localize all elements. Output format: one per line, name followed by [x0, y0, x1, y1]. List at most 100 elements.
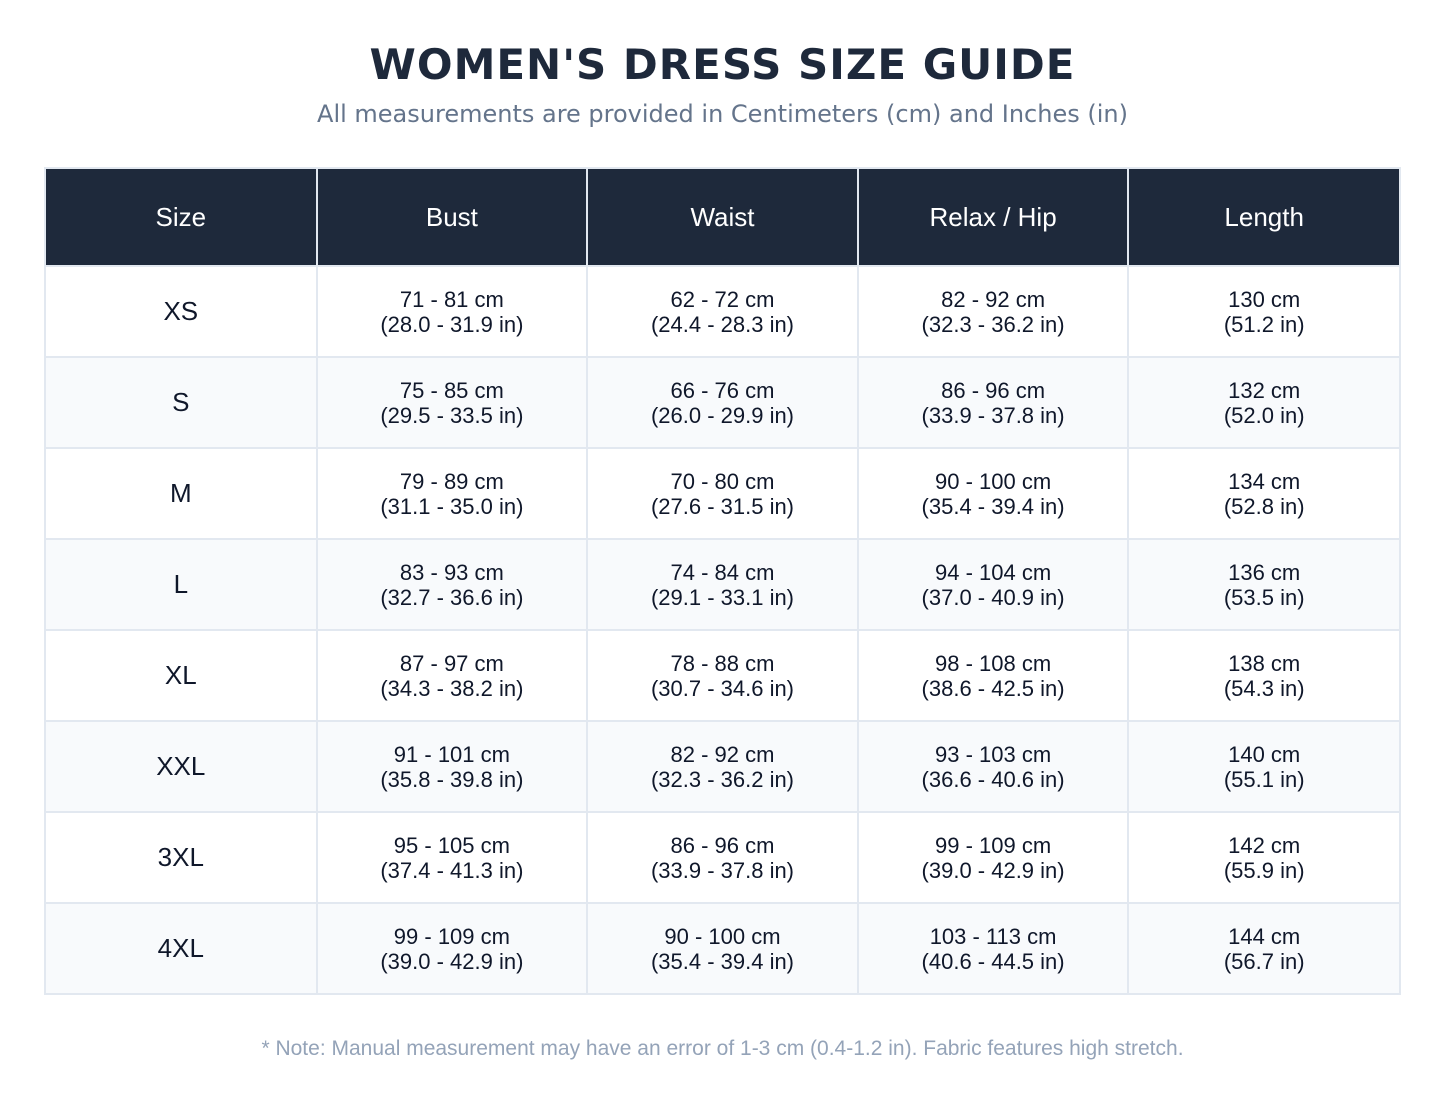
bust-cell: 75 - 85 cm (29.5 - 33.5 in)	[315, 356, 588, 448]
table-row: XS 71 - 81 cm (28.0 - 31.9 in) 62 - 72 cm (2…	[46, 265, 1399, 357]
length-cm-value: 132 cm	[1228, 377, 1301, 403]
waist-cell: 86 - 96 cm (33.9 - 37.8 in)	[586, 811, 858, 903]
hip-cell: 99 - 109 cm (39.0 - 42.9 in)	[856, 811, 1129, 903]
bust-cell: 91 - 101 cm (35.8 - 39.8 in)	[315, 720, 588, 812]
length-cm-value: 136 cm	[1228, 559, 1301, 585]
length-cell: 140 cm (55.1 in)	[1127, 720, 1399, 812]
bust-cell: 87 - 97 cm (34.3 - 38.2 in)	[315, 629, 588, 721]
waist-in-value: (32.3 - 36.2 in)	[650, 766, 795, 792]
waist-cm-value: 90 - 100 cm	[664, 923, 781, 949]
length-cm-value: 144 cm	[1228, 923, 1301, 949]
hip-in-value: (32.3 - 36.2 in)	[921, 311, 1065, 337]
hip-cm-value: 98 - 108 cm	[934, 650, 1052, 676]
length-in-value: (52.0 in)	[1223, 402, 1305, 428]
hip-cell: 103 - 113 cm (40.6 - 44.5 in)	[856, 902, 1129, 993]
header-bust: Bust	[315, 169, 588, 266]
bust-cm-value: 99 - 109 cm	[393, 923, 510, 949]
length-cm-value: 140 cm	[1228, 741, 1301, 767]
table-header-row: Size Bust Waist Relax / Hip Length	[46, 169, 1399, 266]
bust-in-value: (35.8 - 39.8 in)	[380, 766, 524, 792]
waist-cell: 78 - 88 cm (30.7 - 34.6 in)	[586, 629, 858, 721]
table-row: 3XL 95 - 105 cm (37.4 - 41.3 in) 86 - 96 cm…	[46, 811, 1399, 903]
hip-cm-value: 90 - 100 cm	[934, 468, 1052, 494]
length-cell: 134 cm (52.8 in)	[1127, 447, 1399, 539]
hip-cell: 86 - 96 cm (33.9 - 37.8 in)	[856, 356, 1129, 448]
bust-in-value: (31.1 - 35.0 in)	[380, 493, 524, 519]
bust-cell: 83 - 93 cm (32.7 - 36.6 in)	[315, 538, 588, 630]
hip-in-value: (39.0 - 42.9 in)	[921, 857, 1065, 883]
table-row: XXL 91 - 101 cm (35.8 - 39.8 in) 82 - 92 cm…	[46, 720, 1399, 812]
hip-cell: 82 - 92 cm (32.3 - 36.2 in)	[856, 265, 1129, 357]
hip-cm-value: 82 - 92 cm	[941, 286, 1046, 312]
header-size: Size	[46, 169, 317, 266]
length-in-value: (51.2 in)	[1223, 311, 1305, 337]
table-body: XS 71 - 81 cm (28.0 - 31.9 in) 62 - 72 cm (2…	[46, 265, 1399, 993]
waist-cm-value: 86 - 96 cm	[670, 832, 775, 858]
bust-in-value: (34.3 - 38.2 in)	[380, 675, 524, 701]
header-hip: Relax / Hip	[856, 169, 1129, 266]
table-row: L 83 - 93 cm (32.7 - 36.6 in) 74 - 84 cm (29…	[46, 538, 1399, 630]
length-cell: 144 cm (56.7 in)	[1127, 902, 1399, 993]
size-table-container: Size Bust Waist Relax / Hip Length XS 71 …	[44, 167, 1401, 995]
waist-cm-value: 74 - 84 cm	[670, 559, 775, 585]
waist-in-value: (33.9 - 37.8 in)	[650, 857, 795, 883]
header-waist: Waist	[586, 169, 858, 266]
bust-in-value: (29.5 - 33.5 in)	[380, 402, 524, 428]
waist-cm-value: 82 - 92 cm	[670, 741, 775, 767]
hip-cm-value: 94 - 104 cm	[934, 559, 1052, 585]
waist-cm-value: 62 - 72 cm	[670, 286, 775, 312]
length-cell: 142 cm (55.9 in)	[1127, 811, 1399, 903]
bust-cm-value: 91 - 101 cm	[393, 741, 510, 767]
waist-cell: 70 - 80 cm (27.6 - 31.5 in)	[586, 447, 858, 539]
hip-in-value: (40.6 - 44.5 in)	[921, 948, 1065, 974]
waist-cell: 74 - 84 cm (29.1 - 33.1 in)	[586, 538, 858, 630]
page-subtitle: All measurements are provided in Centime…	[317, 100, 1128, 128]
table-row: S 75 - 85 cm (29.5 - 33.5 in) 66 - 76 cm (26…	[46, 356, 1399, 448]
waist-in-value: (35.4 - 39.4 in)	[650, 948, 795, 974]
waist-in-value: (30.7 - 34.6 in)	[650, 675, 795, 701]
length-cm-value: 130 cm	[1228, 286, 1301, 312]
bust-in-value: (39.0 - 42.9 in)	[380, 948, 524, 974]
size-cell: M	[46, 447, 317, 539]
hip-cm-value: 103 - 113 cm	[929, 923, 1057, 949]
hip-cell: 94 - 104 cm (37.0 - 40.9 in)	[856, 538, 1129, 630]
waist-cell: 82 - 92 cm (32.3 - 36.2 in)	[586, 720, 858, 812]
length-cell: 138 cm (54.3 in)	[1127, 629, 1399, 721]
bust-in-value: (32.7 - 36.6 in)	[380, 584, 524, 610]
bust-cell: 95 - 105 cm (37.4 - 41.3 in)	[315, 811, 588, 903]
table-row: XL 87 - 97 cm (34.3 - 38.2 in) 78 - 88 cm (3…	[46, 629, 1399, 721]
hip-in-value: (37.0 - 40.9 in)	[921, 584, 1065, 610]
hip-in-value: (36.6 - 40.6 in)	[921, 766, 1065, 792]
bust-cell: 79 - 89 cm (31.1 - 35.0 in)	[315, 447, 588, 539]
bust-cell: 71 - 81 cm (28.0 - 31.9 in)	[315, 265, 588, 357]
header-length: Length	[1127, 169, 1399, 266]
table-row: 4XL 99 - 109 cm (39.0 - 42.9 in) 90 - 100 c…	[46, 902, 1399, 993]
size-cell: XXL	[46, 720, 317, 812]
bust-cm-value: 75 - 85 cm	[399, 377, 504, 403]
waist-cm-value: 78 - 88 cm	[670, 650, 775, 676]
waist-in-value: (29.1 - 33.1 in)	[650, 584, 795, 610]
measurement-note: * Note: Manual measurement may have an e…	[261, 1037, 1184, 1060]
bust-in-value: (28.0 - 31.9 in)	[380, 311, 524, 337]
hip-cell: 93 - 103 cm (36.6 - 40.6 in)	[856, 720, 1129, 812]
size-cell: L	[46, 538, 317, 630]
hip-cm-value: 93 - 103 cm	[934, 741, 1052, 767]
waist-cell: 62 - 72 cm (24.4 - 28.3 in)	[586, 265, 858, 357]
waist-cell: 66 - 76 cm (26.0 - 29.9 in)	[586, 356, 858, 448]
hip-cell: 90 - 100 cm (35.4 - 39.4 in)	[856, 447, 1129, 539]
hip-cell: 98 - 108 cm (38.6 - 42.5 in)	[856, 629, 1129, 721]
waist-cm-value: 70 - 80 cm	[670, 468, 775, 494]
waist-cell: 90 - 100 cm (35.4 - 39.4 in)	[586, 902, 858, 993]
bust-in-value: (37.4 - 41.3 in)	[380, 857, 524, 883]
bust-cm-value: 71 - 81 cm	[399, 286, 504, 312]
length-cell: 136 cm (53.5 in)	[1127, 538, 1399, 630]
length-cm-value: 138 cm	[1228, 650, 1301, 676]
length-cell: 130 cm (51.2 in)	[1127, 265, 1399, 357]
size-cell: XL	[46, 629, 317, 721]
waist-in-value: (26.0 - 29.9 in)	[650, 402, 795, 428]
length-cm-value: 142 cm	[1228, 832, 1301, 858]
hip-in-value: (35.4 - 39.4 in)	[921, 493, 1065, 519]
length-cm-value: 134 cm	[1228, 468, 1301, 494]
length-in-value: (55.9 in)	[1223, 857, 1305, 883]
size-cell: S	[46, 356, 317, 448]
